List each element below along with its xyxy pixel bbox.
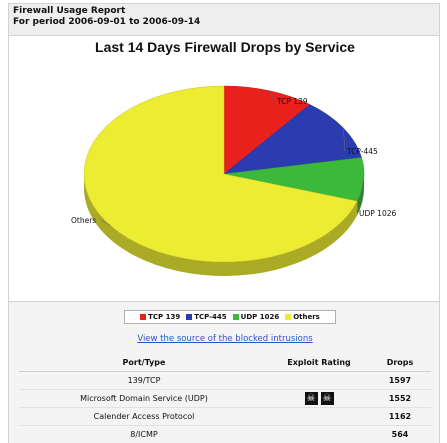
legend-label: TCP-445 <box>194 313 227 321</box>
drops-cell: 1162 <box>388 412 412 421</box>
report-period: For period 2006-09-01 to 2006-09-14 <box>13 17 201 27</box>
header-exploit-rating[interactable]: Exploit Rating <box>287 358 351 367</box>
table-row[interactable]: Microsoft Domain Service (UDP) ☠ ☠ 1552 <box>19 390 431 408</box>
report-header: Firewall Usage Report For period 2006-09… <box>8 3 440 36</box>
port-type-cell: 139/TCP <box>127 376 161 385</box>
table-body: 139/TCP 1597 Microsoft Domain Service (UDP… <box>19 372 431 443</box>
drops-cell: 1552 <box>388 394 412 403</box>
legend-item-tcp-445: TCP-445 <box>186 313 227 321</box>
view-source-link[interactable]: View the source of the blocked intrusion… <box>137 334 313 344</box>
drops-cell: 564 <box>391 430 409 439</box>
legend-label: UDP 1026 <box>240 313 280 321</box>
drops-table: Port/Type Exploit Rating Drops 139/TCP 15… <box>19 354 431 443</box>
pie-chart-panel: Last 14 Days Firewall Drops by Service TC… <box>8 36 440 302</box>
chart-legend: TCP 139 TCP-445 UDP 1026 Others <box>124 310 336 324</box>
pie-label-tcp-139: TCP 139 <box>276 97 308 106</box>
pie-leader-line-1 <box>343 127 346 152</box>
port-type-cell: Calender Access Protocol <box>93 412 195 421</box>
pie-slice-others <box>83 85 358 263</box>
pie-leader-line-0 <box>269 90 276 102</box>
port-type-cell: Microsoft Domain Service (UDP) <box>80 394 208 403</box>
table-row[interactable]: 139/TCP 1597 <box>19 372 431 390</box>
table-row[interactable]: 8/ICMP 564 <box>19 426 431 443</box>
legend-item-tcp-139: TCP 139 <box>140 313 180 321</box>
legend-item-udp-1026: UDP 1026 <box>232 313 280 321</box>
legend-swatch-icon <box>285 314 292 320</box>
skull-icon: ☠ <box>320 392 334 405</box>
pie-label-tcp-445: TCP-445 <box>346 147 378 156</box>
chart-title: Last 14 Days Firewall Drops by Service <box>95 39 355 55</box>
legend-label: TCP 139 <box>148 313 181 321</box>
pie-leader-line-2 <box>356 179 365 214</box>
skull-icon: ☠ <box>304 392 318 405</box>
legend-item-others: Others <box>285 313 320 321</box>
legend-and-table-area: TCP 139 TCP-445 UDP 1026 Others View the so… <box>8 302 440 443</box>
legend-swatch-icon <box>140 314 147 320</box>
header-drops[interactable]: Drops <box>386 358 414 367</box>
legend-swatch-icon <box>186 314 193 320</box>
table-row[interactable]: Calender Access Protocol 1162 <box>19 408 431 426</box>
legend-label: Others <box>293 313 320 321</box>
pie-label-udp-1026: UDP 1026 <box>359 209 396 218</box>
pie-label-others: Others <box>71 216 96 225</box>
pie-leader-line-3 <box>100 219 111 226</box>
exploit-rating-cell: ☠ ☠ <box>269 392 369 405</box>
table-header-row: Port/Type Exploit Rating Drops <box>19 354 431 372</box>
legend-swatch-icon <box>232 314 239 320</box>
pie-side-3 <box>84 174 358 276</box>
drops-cell: 1597 <box>388 376 412 385</box>
header-port-type[interactable]: Port/Type <box>122 358 166 367</box>
port-type-cell: 8/ICMP <box>130 430 158 439</box>
report-title: Firewall Usage Report <box>13 6 126 16</box>
pie-chart: Last 14 Days Firewall Drops by Service TC… <box>71 39 396 276</box>
